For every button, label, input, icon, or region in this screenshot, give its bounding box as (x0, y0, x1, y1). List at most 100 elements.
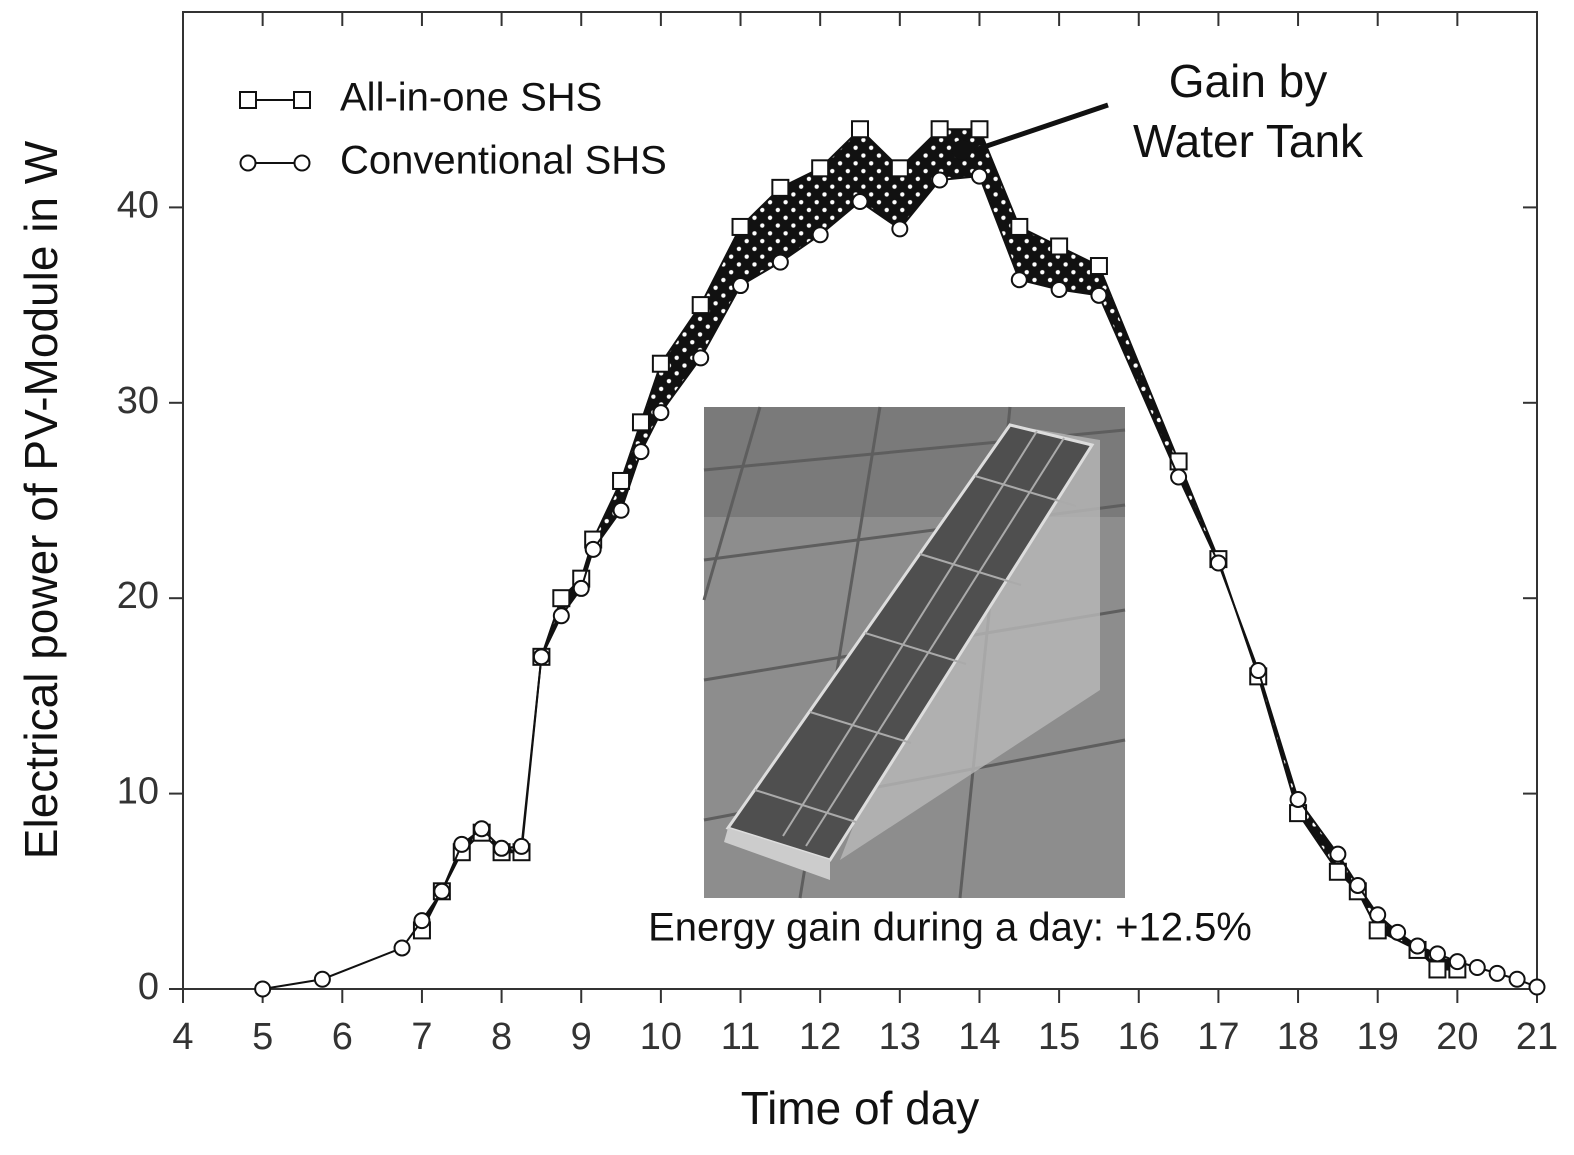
plot-frame (182, 11, 1538, 990)
marker (970, 120, 989, 139)
marker (1368, 921, 1387, 940)
marker (1409, 937, 1427, 955)
annotation: Water Tank (1133, 115, 1364, 167)
inset-photo (702, 406, 1126, 899)
marker (313, 970, 331, 988)
x-tick-label: 14 (958, 1016, 1000, 1058)
y-axis-title: Electrical power of PV-Module in W (15, 140, 67, 859)
marker (1050, 237, 1069, 256)
marker (1050, 280, 1068, 298)
legend-label: Conventional SHS (340, 139, 667, 183)
marker (1169, 452, 1188, 471)
y-tick-label: 30 (117, 380, 159, 422)
x-tick-label: 6 (332, 1016, 353, 1058)
legend-item: Conventional SHS (239, 139, 667, 183)
marker (473, 820, 491, 838)
marker (1329, 845, 1347, 863)
marker (572, 579, 590, 597)
marker (1090, 286, 1108, 304)
x-tick-label: 8 (491, 1016, 512, 1058)
legend-item: All-in-one SHS (239, 76, 602, 120)
annotation: Energy gain during a day: +12.5% (648, 906, 1252, 950)
marker (811, 226, 829, 244)
marker (732, 277, 750, 295)
annotation-arrow-head (952, 140, 972, 160)
marker (532, 648, 550, 666)
marker (413, 912, 431, 930)
marker (1349, 876, 1367, 894)
marker (631, 413, 650, 432)
marker (1010, 217, 1029, 236)
legend-label: All-in-one SHS (340, 76, 602, 120)
marker (293, 91, 311, 109)
x-tick-label: 16 (1118, 1016, 1160, 1058)
marker (1508, 970, 1526, 988)
marker (1328, 862, 1347, 881)
marker (239, 91, 257, 109)
marker (890, 159, 909, 178)
marker (632, 443, 650, 461)
marker (1249, 661, 1267, 679)
marker (1369, 906, 1387, 924)
gain-area (421, 129, 1458, 970)
marker (970, 167, 988, 185)
marker (1170, 468, 1188, 486)
x-tick-label: 13 (879, 1016, 921, 1058)
marker (254, 980, 272, 998)
marker (1428, 945, 1446, 963)
marker (771, 178, 790, 197)
marker (453, 835, 471, 853)
marker (612, 471, 631, 490)
marker (584, 540, 602, 558)
x-axis-title: Time of day (741, 1082, 980, 1134)
y-tick-label: 40 (117, 184, 159, 226)
marker (1089, 257, 1108, 276)
x-tick-label: 18 (1277, 1016, 1319, 1058)
x-tick-label: 21 (1516, 1016, 1558, 1058)
marker (891, 220, 909, 238)
y-tick-label: 0 (138, 966, 159, 1008)
marker (1209, 554, 1227, 572)
marker (731, 217, 750, 236)
marker (1468, 959, 1486, 977)
x-tick-label: 4 (172, 1016, 193, 1058)
x-tick-label: 12 (799, 1016, 841, 1058)
marker (692, 349, 710, 367)
x-tick-label: 20 (1436, 1016, 1478, 1058)
x-tick-label: 10 (640, 1016, 682, 1058)
marker (493, 839, 511, 857)
x-tick-label: 9 (571, 1016, 592, 1058)
marker (1428, 960, 1447, 979)
x-tick-label: 11 (721, 1016, 760, 1058)
marker (771, 253, 789, 271)
marker (811, 159, 830, 178)
annotation: Gain by (1169, 55, 1328, 107)
y-tick-label: 10 (117, 771, 159, 813)
marker (651, 354, 670, 373)
marker (1528, 978, 1546, 996)
marker (1289, 790, 1307, 808)
marker (552, 607, 570, 625)
x-tick-label: 15 (1038, 1016, 1080, 1058)
marker (691, 296, 710, 315)
marker (433, 882, 451, 900)
marker (239, 154, 257, 172)
x-tick-label: 7 (411, 1016, 432, 1058)
marker (612, 501, 630, 519)
marker (1448, 953, 1466, 971)
marker (652, 404, 670, 422)
marker (931, 171, 949, 189)
x-tick-label: 19 (1357, 1016, 1399, 1058)
marker (293, 154, 311, 172)
marker (1389, 923, 1407, 941)
x-tick-label: 17 (1197, 1016, 1239, 1058)
marker (1010, 271, 1028, 289)
marker (513, 837, 530, 855)
annotation-arrow (974, 102, 1109, 153)
marker (930, 120, 949, 139)
marker (851, 193, 869, 211)
y-tick-label: 20 (117, 575, 159, 617)
marker (552, 589, 571, 608)
marker (393, 939, 411, 957)
